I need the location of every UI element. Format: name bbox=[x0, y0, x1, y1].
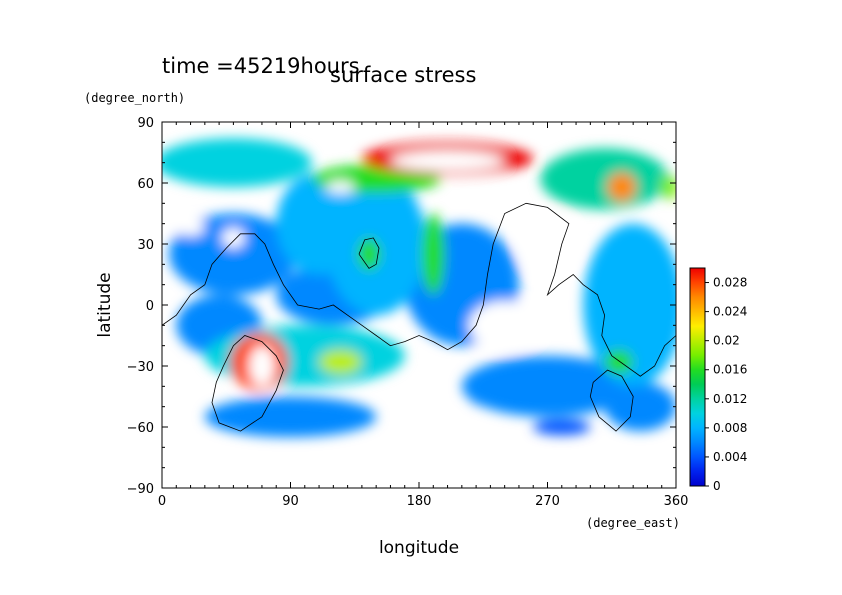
field-blob bbox=[533, 418, 591, 436]
x-tick-label: 180 bbox=[407, 494, 432, 509]
x-axis-unit: (degree_east) bbox=[586, 516, 680, 530]
colorbar-tick-label: 0.004 bbox=[713, 450, 747, 464]
stress-field bbox=[162, 138, 676, 438]
colorbar-ticks: 0 0.004 0.008 0.012 0.016 0.02 0.024 0.028 bbox=[705, 276, 747, 493]
x-tick-label: 360 bbox=[664, 494, 689, 509]
x-tick-label: 0 bbox=[158, 494, 166, 509]
colorbar-tick-label: 0.024 bbox=[713, 305, 747, 319]
colorbar-tick-label: 0.016 bbox=[713, 363, 747, 377]
field-blob bbox=[319, 349, 362, 375]
x-tick-label: 90 bbox=[282, 494, 299, 509]
field-hole bbox=[326, 180, 355, 194]
field-hole bbox=[176, 219, 205, 236]
coastline bbox=[589, 369, 634, 432]
colorbar-tick-label: 0.008 bbox=[713, 421, 747, 435]
coastline bbox=[162, 202, 676, 377]
chart-title: surface stress bbox=[330, 63, 476, 87]
x-axis-ticks: 0 90 180 270 360 bbox=[158, 122, 689, 509]
field-hole bbox=[468, 300, 541, 350]
field-blob bbox=[461, 355, 634, 417]
field-hole bbox=[518, 213, 577, 275]
colorbar-tick-label: 0.02 bbox=[713, 334, 740, 348]
y-tick-label: 0 bbox=[146, 299, 154, 314]
field-hole bbox=[249, 345, 275, 387]
field-blob bbox=[162, 138, 312, 188]
colorbar-scale bbox=[689, 267, 706, 487]
field-blob bbox=[604, 382, 676, 432]
field-blob bbox=[607, 172, 637, 202]
coastline bbox=[211, 335, 284, 432]
field-hole bbox=[390, 150, 505, 171]
y-tick-label: 60 bbox=[137, 177, 154, 192]
field-blob bbox=[204, 396, 377, 438]
y-tick-label: −90 bbox=[127, 482, 154, 497]
field-hole bbox=[221, 227, 245, 249]
field-blob bbox=[357, 237, 381, 271]
field-blob bbox=[540, 148, 669, 210]
y-axis-unit: (degree_north) bbox=[84, 91, 185, 105]
x-tick-label: 270 bbox=[535, 494, 560, 509]
colorbar: 0 0.004 0.008 0.012 0.016 0.02 0.024 0.028 bbox=[689, 267, 747, 493]
x-axis-label: longitude bbox=[379, 538, 459, 558]
y-axis-ticks: 90 60 30 0 −30 −60 −90 bbox=[127, 116, 676, 497]
colorbar-tick-label: 0 bbox=[713, 479, 721, 493]
field-blob bbox=[660, 174, 676, 200]
coastline bbox=[358, 237, 380, 269]
colorbar-tick-label: 0.028 bbox=[713, 276, 747, 290]
colorbar-tick-label: 0.012 bbox=[713, 392, 747, 406]
y-axis-label: latitude bbox=[95, 272, 115, 337]
y-tick-label: −60 bbox=[127, 421, 154, 436]
coastlines bbox=[162, 202, 676, 432]
time-label: time =45219hours bbox=[162, 54, 360, 78]
plot-area: 0 90 180 270 360 90 60 30 0 −30 −60 −90 bbox=[127, 116, 689, 509]
y-tick-label: −30 bbox=[127, 360, 154, 375]
y-tick-label: 90 bbox=[137, 116, 154, 131]
y-tick-label: 30 bbox=[137, 238, 154, 253]
field-blob bbox=[421, 213, 445, 295]
field-blob bbox=[169, 213, 298, 295]
